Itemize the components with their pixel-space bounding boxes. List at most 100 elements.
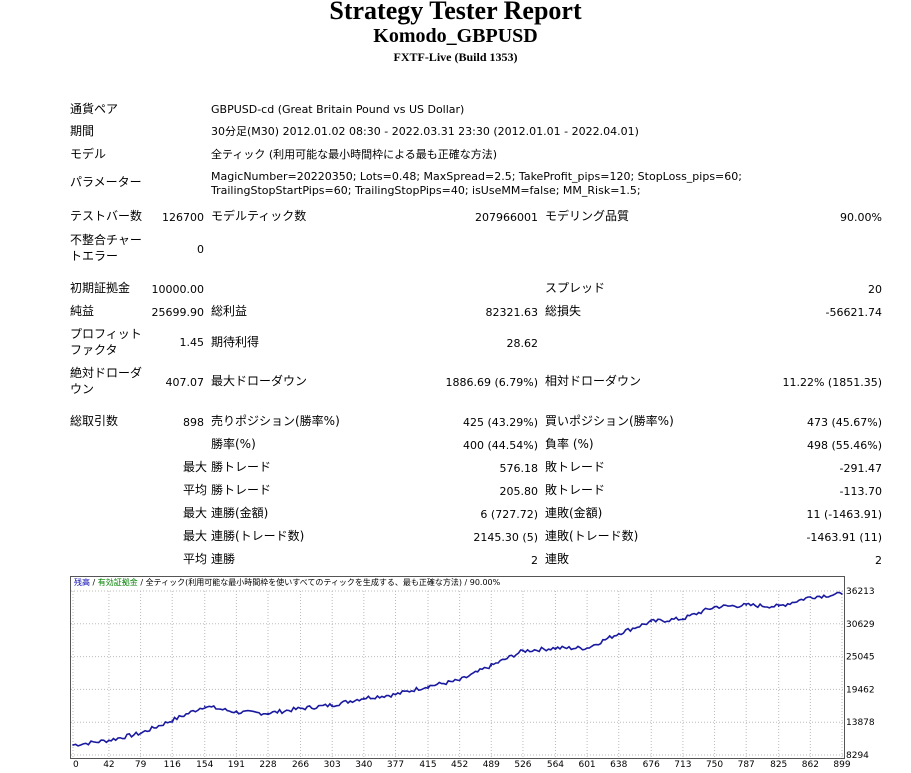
consec-wins-money-value: 6 (727.72) — [480, 508, 538, 521]
expected-payoff-label: 期待利得 — [211, 335, 260, 349]
x-tick-label-21: 787 — [738, 760, 755, 770]
x-tick-label-22: 825 — [770, 760, 787, 770]
series-point-1 — [108, 739, 110, 742]
gross-loss-label: 総損失 — [545, 304, 582, 318]
series-point-21 — [745, 604, 747, 606]
x-tick-label-8: 303 — [324, 760, 341, 770]
series-point-10 — [394, 693, 397, 696]
lossrate-value: 498 (55.46%) — [806, 439, 882, 452]
x-tick-label-0: 0 — [73, 760, 79, 770]
max-loss-value: -291.47 — [839, 462, 882, 475]
consec-wins-money-label: 連勝(金額) — [211, 506, 269, 520]
x-tick-label-12: 452 — [451, 760, 468, 770]
y-tick-label-2: 25045 — [846, 653, 875, 663]
spread-label: スプレッド — [545, 281, 606, 295]
x-tick-label-5: 191 — [228, 760, 245, 770]
y-tick-label-4: 13878 — [846, 718, 875, 728]
y-tick-label-5: 8294 — [846, 751, 869, 761]
spread-value: 20 — [868, 283, 882, 296]
legend-balance: 残高 — [74, 578, 90, 587]
period-value: 30分足(M30) 2012.01.02 08:30 - 2022.03.31 … — [211, 125, 639, 138]
series-point-7 — [299, 707, 302, 710]
deposit-label: 初期証拠金 — [70, 281, 131, 295]
quality-value: 90.00% — [840, 211, 882, 224]
avg-consec-wins-value: 2 — [531, 554, 538, 567]
max-prefix-3: 最大 — [183, 529, 208, 543]
ticks-label: モデルティック数 — [211, 209, 307, 223]
legend-equity: 有効証拠金 — [97, 578, 138, 587]
total-trades-label: 総取引数 — [70, 414, 119, 428]
pair-value: GBPUSD-cd (Great Britain Pound vs US Dol… — [211, 103, 465, 116]
x-tick-label-16: 601 — [578, 760, 595, 770]
x-tick-label-18: 676 — [643, 760, 660, 770]
consec-wins-count-value: 2145.30 (5) — [473, 531, 538, 544]
net-value: 25699.90 — [151, 306, 205, 319]
x-tick-label-1: 42 — [103, 760, 114, 770]
series-point-6 — [267, 712, 269, 715]
series-point-14 — [522, 650, 524, 652]
x-tick-label-4: 154 — [196, 760, 213, 770]
chart-legend: 残高 / 有効証拠金 / 全ティック(利用可能な最小時間枠を使いすべてのティック… — [74, 578, 500, 588]
x-tick-label-14: 526 — [514, 760, 531, 770]
net-label: 純益 — [70, 304, 95, 318]
series-point-16 — [586, 647, 588, 649]
x-tick-label-6: 228 — [259, 760, 276, 770]
winrate-value: 400 (44.54%) — [462, 439, 538, 452]
series-point-22 — [777, 605, 780, 608]
deposit-value: 10000.00 — [151, 283, 205, 296]
abs-drawdown-value: 407.07 — [165, 376, 205, 389]
lossrate-label: 負率 (%) — [545, 437, 594, 451]
max-win-label: 勝トレード — [211, 460, 272, 474]
max-drawdown-value: 1886.69 (6.79%) — [445, 376, 538, 389]
params-label: パラメーター — [70, 175, 142, 189]
x-tick-label-3: 116 — [164, 760, 181, 770]
avg-prefix: 平均 — [183, 483, 208, 497]
avg-win-value: 205.80 — [499, 485, 539, 498]
series-point-18 — [650, 620, 653, 623]
balance-chart-svg — [71, 590, 844, 758]
series-point-2 — [139, 732, 142, 735]
avg-consec-wins-label: 連勝 — [211, 552, 236, 566]
x-tick-label-7: 266 — [292, 760, 309, 770]
winrate-label: 勝率(%) — [211, 437, 256, 451]
series-point-19 — [682, 617, 684, 620]
avg-consec-losses-value: 2 — [875, 554, 882, 567]
series-point-23 — [809, 596, 812, 598]
params-value: MagicNumber=20220350; Lots=0.48; MaxSpre… — [211, 170, 742, 197]
ticks-value: 207966001 — [475, 211, 538, 224]
series-point-9 — [363, 697, 365, 699]
report-title: Strategy Tester Report — [329, 0, 582, 25]
profit-factor-value: 1.45 — [179, 336, 205, 349]
consec-losses-money-value: 11 (-1463.91) — [806, 508, 882, 521]
x-tick-label-17: 638 — [610, 760, 627, 770]
pair-label: 通貨ペア — [70, 102, 119, 116]
x-tick-label-15: 564 — [547, 760, 564, 770]
legend-sep-1: / — [90, 578, 98, 587]
model-value: 全ティック (利用可能な最小時間枠による最も正確な方法) — [211, 148, 498, 161]
avg-consec-losses-label: 連敗 — [545, 552, 570, 566]
mismatch-label: 不整合チャートエラー — [70, 233, 142, 263]
report-build: FXTF-Live (Build 1353) — [393, 50, 518, 64]
avg-loss-value: -113.70 — [839, 485, 882, 498]
x-tick-label-11: 415 — [419, 760, 436, 770]
balance-chart — [70, 576, 845, 759]
avg-loss-label: 敗トレード — [545, 483, 606, 497]
x-tick-label-10: 377 — [387, 760, 404, 770]
x-tick-label-9: 340 — [355, 760, 372, 770]
short-positions-value: 425 (43.29%) — [462, 416, 538, 429]
y-tick-label-1: 30629 — [846, 620, 875, 630]
series-point-4 — [203, 705, 206, 708]
series-point-0 — [72, 744, 74, 746]
x-tick-label-20: 750 — [706, 760, 723, 770]
x-tick-label-23: 862 — [802, 760, 819, 770]
series-point-17 — [617, 632, 620, 635]
consec-losses-count-label: 連敗(トレード数) — [545, 529, 639, 543]
period-label: 期間 — [70, 124, 95, 138]
bars-label: テストバー数 — [70, 209, 143, 223]
gross-profit-label: 総利益 — [211, 304, 248, 318]
report-subtitle: Komodo_GBPUSD — [373, 25, 538, 47]
max-drawdown-label: 最大ドローダウン — [211, 374, 308, 388]
abs-drawdown-label: 絶対ドローダウン — [70, 366, 143, 396]
consec-wins-count-label: 連勝(トレード数) — [211, 529, 305, 543]
series-point-24 — [841, 593, 843, 595]
